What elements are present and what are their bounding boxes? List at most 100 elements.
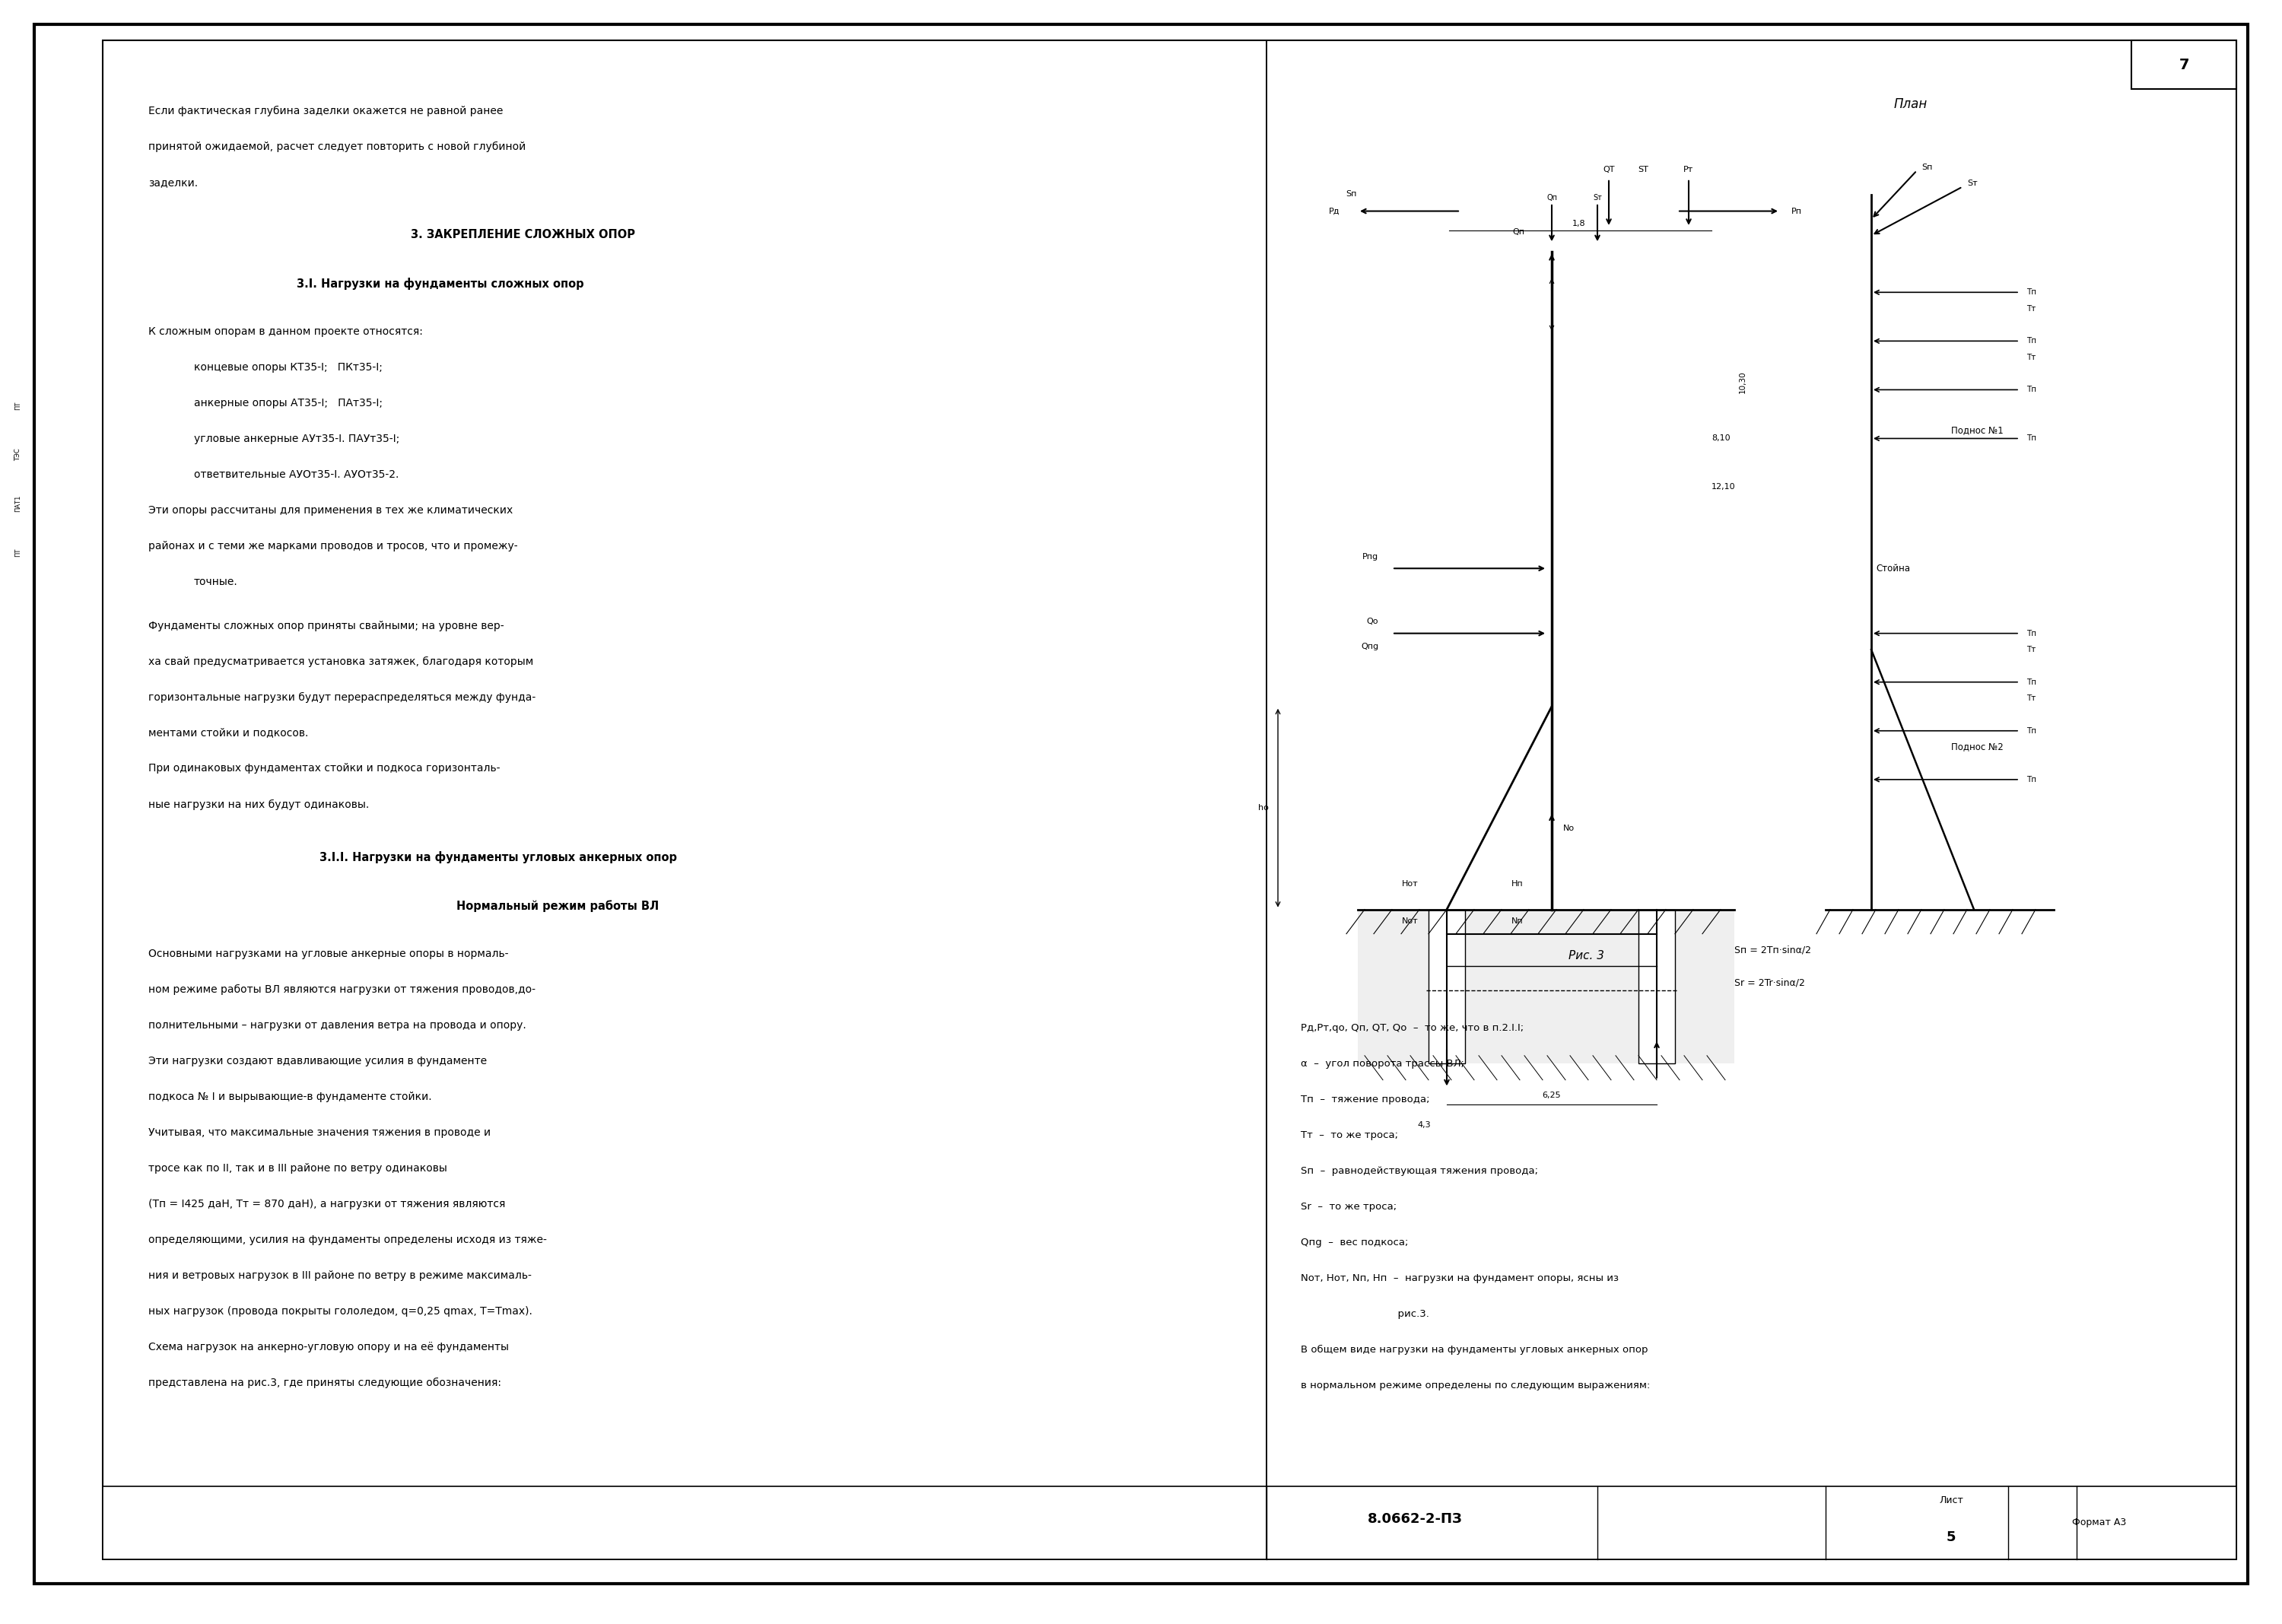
Text: представлена на рис.3, где приняты следующие обозначения:: представлена на рис.3, где приняты следу… (148, 1377, 502, 1389)
Text: точные.: точные. (194, 577, 237, 588)
Text: ho: ho (1257, 804, 1269, 812)
Text: ПТ: ПТ (14, 401, 23, 411)
Text: Тп: Тп (2026, 776, 2036, 783)
Text: в нормальном режиме определены по следующим выражениям:: в нормальном режиме определены по следую… (1301, 1380, 1650, 1390)
Text: При одинаковых фундаментах стойки и подкоса горизонталь-: При одинаковых фундаментах стойки и подк… (148, 763, 500, 775)
Text: Учитывая, что максимальные значения тяжения в проводе и: Учитывая, что максимальные значения тяже… (148, 1127, 491, 1138)
Text: районах и с теми же марками проводов и тросов, что и промежу-: районах и с теми же марками проводов и т… (148, 541, 518, 552)
Text: Тп: Тп (2026, 728, 2036, 734)
Text: Тт: Тт (2026, 354, 2036, 361)
Text: ных нагрузок (провода покрыты гололедом, q=0,25 qmax, T=Tmax).: ных нагрузок (провода покрыты гололедом,… (148, 1306, 532, 1317)
Text: принятой ожидаемой, расчет следует повторить с новой глубиной: принятой ожидаемой, расчет следует повто… (148, 141, 525, 153)
Text: ответвительные АУОт35-I. АУОт35-2.: ответвительные АУОт35-I. АУОт35-2. (194, 469, 399, 481)
Text: Qo: Qo (1367, 617, 1378, 625)
Text: QТ: QТ (1602, 166, 1616, 174)
Text: Qп: Qп (1547, 193, 1556, 201)
Text: К сложным опорам в данном проекте относятся:: К сложным опорам в данном проекте относя… (148, 326, 422, 338)
Bar (103, 1486, 2236, 1559)
Text: ха свай предусматривается установка затяжек, благодаря которым: ха свай предусматривается установка затя… (148, 656, 534, 667)
Text: угловые анкерные АУт35-I. ПАУт35-I;: угловые анкерные АУт35-I. ПАУт35-I; (194, 434, 399, 445)
Text: Эти опоры рассчитаны для применения в тех же климатических: Эти опоры рассчитаны для применения в те… (148, 505, 513, 516)
Text: 3.I.I. Нагрузки на фундаменты угловых анкерных опор: 3.I.I. Нагрузки на фундаменты угловых ан… (319, 851, 678, 862)
Text: ные нагрузки на них будут одинаковы.: ные нагрузки на них будут одинаковы. (148, 799, 370, 810)
Text: Фундаменты сложных опор приняты свайными; на уровне вер-: Фундаменты сложных опор приняты свайными… (148, 620, 504, 632)
Text: ТЭС: ТЭС (14, 448, 23, 461)
Bar (1358, 909, 1734, 1064)
Text: Sт: Sт (1593, 193, 1602, 201)
Text: Тт: Тт (2026, 305, 2036, 312)
Text: Sт: Sт (1967, 180, 1978, 187)
Text: Эти нагрузки создают вдавливающие усилия в фундаменте: Эти нагрузки создают вдавливающие усилия… (148, 1056, 486, 1067)
Text: Тт: Тт (2026, 646, 2036, 653)
Text: 4,3: 4,3 (1417, 1121, 1431, 1129)
Text: концевые опоры КТ35-I;   ПКт35-I;: концевые опоры КТ35-I; ПКт35-I; (194, 362, 383, 374)
Text: Тп: Тп (2026, 630, 2036, 637)
Text: Sr = 2Tr·sinα/2: Sr = 2Tr·sinα/2 (1734, 978, 1805, 987)
Text: В общем виде нагрузки на фундаменты угловых анкерных опор: В общем виде нагрузки на фундаменты угло… (1301, 1345, 1648, 1354)
Text: Лист: Лист (1940, 1496, 1963, 1505)
Text: горизонтальные нагрузки будут перераспределяться между фунда-: горизонтальные нагрузки будут перераспре… (148, 692, 536, 703)
Text: анкерные опоры АТ35-I;   ПАт35-I;: анкерные опоры АТ35-I; ПАт35-I; (194, 398, 383, 409)
Text: Тп: Тп (2026, 435, 2036, 442)
Text: Sп  –  равнодействующая тяжения провода;: Sп – равнодействующая тяжения провода; (1301, 1166, 1538, 1176)
Text: Qпg  –  вес подкоса;: Qпg – вес подкоса; (1301, 1237, 1408, 1247)
Text: Тп: Тп (2026, 289, 2036, 296)
Text: Тп: Тп (2026, 338, 2036, 344)
Text: Рд: Рд (1328, 208, 1340, 214)
Text: No: No (1563, 825, 1575, 831)
Text: Формат А3: Формат А3 (2072, 1517, 2127, 1528)
Text: Sп: Sп (1346, 190, 1356, 198)
Text: Sп: Sп (1921, 164, 1933, 171)
Text: Рис. 3: Рис. 3 (1568, 950, 1604, 961)
Text: Тп  –  тяжение провода;: Тп – тяжение провода; (1301, 1095, 1429, 1104)
Text: заделки.: заделки. (148, 177, 199, 188)
Text: рис.3.: рис.3. (1301, 1309, 1429, 1319)
Text: 3.I. Нагрузки на фундаменты сложных опор: 3.I. Нагрузки на фундаменты сложных опор (297, 278, 584, 289)
Text: Тт: Тт (2026, 695, 2036, 702)
Bar (2131, 41, 2236, 89)
Text: ПАТ1: ПАТ1 (14, 495, 23, 512)
Text: 8.0662-2-ПЗ: 8.0662-2-ПЗ (1367, 1512, 1463, 1525)
Text: 1,8: 1,8 (1572, 219, 1586, 227)
Text: 3. ЗАКРЕПЛЕНИЕ СЛОЖНЫХ ОПОР: 3. ЗАКРЕПЛЕНИЕ СЛОЖНЫХ ОПОР (411, 229, 634, 240)
Text: Основными нагрузками на угловые анкерные опоры в нормаль-: Основными нагрузками на угловые анкерные… (148, 948, 509, 960)
Text: Рпg: Рпg (1362, 552, 1378, 560)
Text: Нормальный режим работы ВЛ: Нормальный режим работы ВЛ (456, 900, 659, 911)
Text: Qп: Qп (1513, 229, 1524, 235)
Text: ментами стойки и подкосов.: ментами стойки и подкосов. (148, 728, 308, 739)
Text: Nот: Nот (1401, 918, 1419, 926)
Text: 12,10: 12,10 (1712, 484, 1737, 490)
Text: ном режиме работы ВЛ являются нагрузки от тяжения проводов,до-: ном режиме работы ВЛ являются нагрузки о… (148, 984, 536, 996)
Text: подкоса № I и вырывающие-в фундаменте стойки.: подкоса № I и вырывающие-в фундаменте ст… (148, 1091, 431, 1103)
Text: Тп: Тп (2026, 679, 2036, 685)
Text: ПТ: ПТ (14, 547, 23, 557)
Text: Рт: Рт (1684, 166, 1693, 174)
Text: Sп = 2Тп·sinα/2: Sп = 2Тп·sinα/2 (1734, 945, 1812, 955)
Text: Sr  –  то же троса;: Sr – то же троса; (1301, 1202, 1397, 1212)
Text: 6,25: 6,25 (1543, 1091, 1561, 1099)
Text: Hп: Hп (1511, 880, 1524, 888)
Bar (1429, 909, 1465, 1064)
Text: Hот: Hот (1401, 880, 1419, 888)
Text: Тт  –  то же троса;: Тт – то же троса; (1301, 1130, 1399, 1140)
Bar (1638, 909, 1675, 1064)
Text: Подноc №1: Подноc №1 (1951, 425, 2004, 435)
Text: SТ: SТ (1638, 166, 1648, 174)
Text: тросе как по II, так и в III районе по ветру одинаковы: тросе как по II, так и в III районе по в… (148, 1163, 447, 1174)
Text: Подноc №2: Подноc №2 (1951, 742, 2004, 752)
Text: Схема нагрузок на анкерно-угловую опору и на её фундаменты: Схема нагрузок на анкерно-угловую опору … (148, 1341, 509, 1353)
Text: полнительными – нагрузки от давления ветра на провода и опору.: полнительными – нагрузки от давления вет… (148, 1020, 527, 1031)
Text: 5: 5 (1947, 1530, 1956, 1544)
Text: Рп: Рп (1791, 208, 1803, 214)
Text: (Тп = I425 даН, Тт = 870 даН), а нагрузки от тяжения являются: (Тп = I425 даН, Тт = 870 даН), а нагрузк… (148, 1199, 504, 1210)
Text: Nп: Nп (1511, 918, 1524, 926)
Text: Qпg: Qпg (1360, 643, 1378, 650)
Text: 10,30: 10,30 (1739, 370, 1746, 393)
Text: ния и ветровых нагрузок в III районе по ветру в режиме максималь-: ния и ветровых нагрузок в III районе по … (148, 1270, 532, 1281)
Text: определяющими, усилия на фундаменты определены исходя из тяже-: определяющими, усилия на фундаменты опре… (148, 1234, 548, 1246)
Text: 8,10: 8,10 (1712, 435, 1730, 442)
Text: План: План (1894, 97, 1928, 110)
Text: Стойна: Стойна (1876, 564, 1910, 573)
Text: α  –  угол поворота трассы ВЛ;: α – угол поворота трассы ВЛ; (1301, 1059, 1465, 1069)
Text: 7: 7 (2179, 58, 2188, 71)
